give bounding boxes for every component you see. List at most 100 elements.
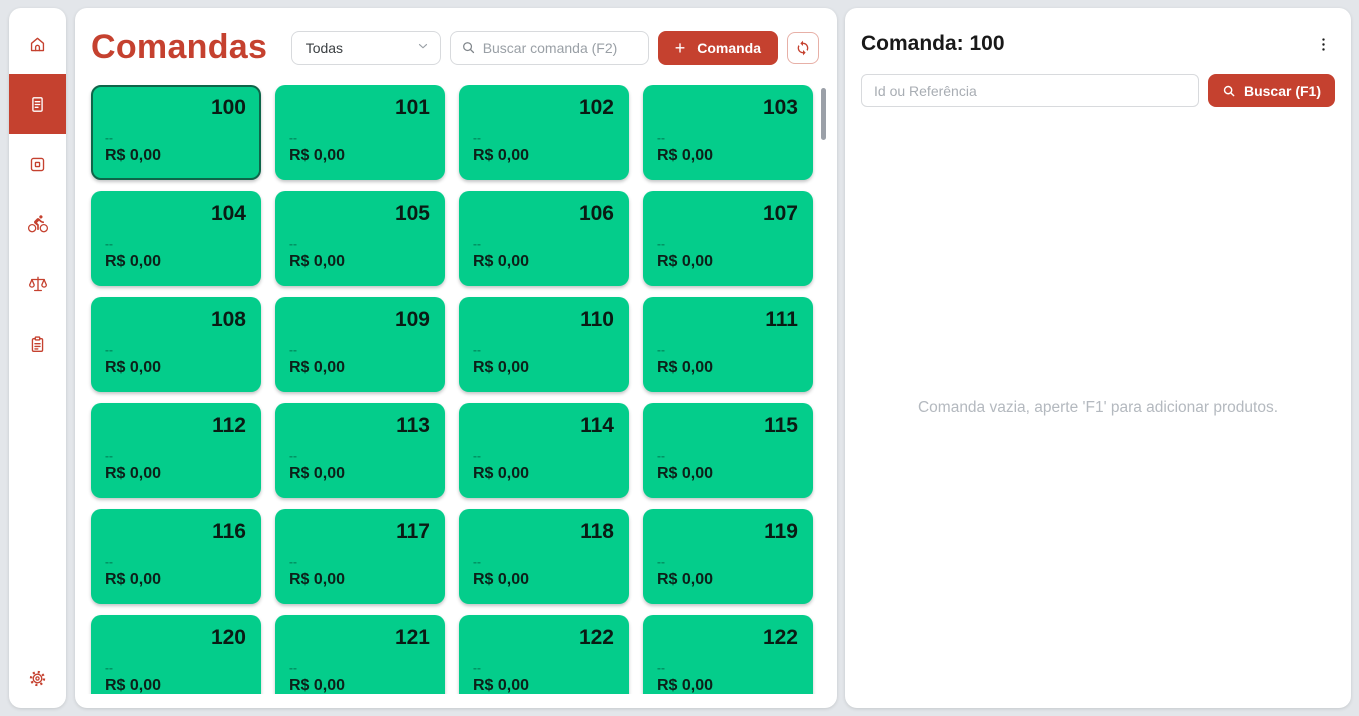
comanda-card-number: 101 <box>394 96 430 119</box>
product-search-input[interactable] <box>861 74 1199 107</box>
new-comanda-button[interactable]: + Comanda <box>657 30 778 65</box>
comanda-card[interactable]: 104 -- R$ 0,00 <box>91 191 261 286</box>
comanda-card[interactable]: 110 -- R$ 0,00 <box>459 297 629 392</box>
comanda-card[interactable]: 111 -- R$ 0,00 <box>643 297 813 392</box>
comanda-card-subtitle: -- <box>473 449 481 463</box>
comanda-card-subtitle: -- <box>289 131 297 145</box>
comanda-card-amount: R$ 0,00 <box>289 571 346 588</box>
comanda-card-subtitle: -- <box>473 555 481 569</box>
comanda-card[interactable]: 102 -- R$ 0,00 <box>459 85 629 180</box>
comanda-card-number: 112 <box>212 414 246 437</box>
comanda-card-number: 110 <box>580 308 614 331</box>
comanda-card-amount: R$ 0,00 <box>105 253 162 270</box>
comanda-card-amount: R$ 0,00 <box>289 465 346 482</box>
comanda-card-number: 108 <box>210 308 246 331</box>
refresh-button[interactable] <box>787 31 819 64</box>
home-icon <box>28 35 47 54</box>
comanda-card[interactable]: 116 -- R$ 0,00 <box>91 509 261 604</box>
comanda-search <box>449 30 649 65</box>
comanda-card[interactable]: 108 -- R$ 0,00 <box>91 297 261 392</box>
comandas-header: Comandas Todas + Comanda <box>75 8 837 85</box>
comanda-grid-viewport: 100 -- R$ 0,00 101 -- R$ 0,00 102 -- R$ … <box>75 85 837 694</box>
comanda-card-number: 122 <box>578 626 614 649</box>
comanda-card[interactable]: 122 -- R$ 0,00 <box>459 615 629 694</box>
comanda-card-subtitle: -- <box>105 343 113 357</box>
gear-icon <box>28 669 47 688</box>
comanda-card[interactable]: 120 -- R$ 0,00 <box>91 615 261 694</box>
comanda-card-amount: R$ 0,00 <box>105 677 162 694</box>
comanda-card-number: 120 <box>210 626 246 649</box>
comanda-card[interactable]: 119 -- R$ 0,00 <box>643 509 813 604</box>
filter-select-value: Todas <box>305 39 344 56</box>
filter-select[interactable]: Todas <box>290 30 441 65</box>
comanda-card-amount: R$ 0,00 <box>473 359 530 376</box>
comanda-card[interactable]: 105 -- R$ 0,00 <box>275 191 445 286</box>
comanda-card-subtitle: -- <box>105 131 113 145</box>
comanda-card[interactable]: 109 -- R$ 0,00 <box>275 297 445 392</box>
plus-icon: + <box>674 37 686 58</box>
comanda-card[interactable]: 117 -- R$ 0,00 <box>275 509 445 604</box>
sidebar-item-settings[interactable] <box>9 648 66 708</box>
clipboard-icon <box>28 335 47 354</box>
comanda-search-input[interactable] <box>482 39 638 56</box>
comanda-card[interactable]: 112 -- R$ 0,00 <box>91 403 261 498</box>
page-title: Comandas <box>91 28 268 66</box>
comanda-card-amount: R$ 0,00 <box>657 677 714 694</box>
sidebar-item-scale[interactable] <box>9 254 66 314</box>
comanda-card[interactable]: 121 -- R$ 0,00 <box>275 615 445 694</box>
comanda-card[interactable]: 122 -- R$ 0,00 <box>643 615 813 694</box>
comanda-card-subtitle: -- <box>473 131 481 145</box>
comanda-card-number: 121 <box>394 626 430 649</box>
comanda-card-number: 118 <box>580 520 614 543</box>
comanda-card-number: 100 <box>210 96 246 119</box>
comanda-card[interactable]: 107 -- R$ 0,00 <box>643 191 813 286</box>
comanda-card-subtitle: -- <box>657 555 665 569</box>
search-icon <box>461 40 476 55</box>
comanda-card-subtitle: -- <box>657 661 665 675</box>
comanda-card-subtitle: -- <box>289 449 297 463</box>
comanda-card[interactable]: 101 -- R$ 0,00 <box>275 85 445 180</box>
comanda-card-number: 103 <box>762 96 798 119</box>
empty-state-message: Comanda vazia, aperte 'F1' para adiciona… <box>917 398 1279 416</box>
comanda-card[interactable]: 114 -- R$ 0,00 <box>459 403 629 498</box>
comanda-card-subtitle: -- <box>105 237 113 251</box>
comanda-card-amount: R$ 0,00 <box>105 571 162 588</box>
scrollbar-thumb[interactable] <box>821 88 826 140</box>
comandas-panel: Comandas Todas + Comanda <box>75 8 837 708</box>
sidebar <box>9 8 66 708</box>
comanda-card-amount: R$ 0,00 <box>657 253 714 270</box>
comanda-card[interactable]: 115 -- R$ 0,00 <box>643 403 813 498</box>
comanda-card[interactable]: 113 -- R$ 0,00 <box>275 403 445 498</box>
sidebar-item-kiosk[interactable] <box>9 134 66 194</box>
sync-icon <box>795 40 811 56</box>
comanda-card-amount: R$ 0,00 <box>473 571 530 588</box>
kebab-menu-icon[interactable] <box>1309 30 1337 58</box>
comanda-card-subtitle: -- <box>657 237 665 251</box>
comanda-card-amount: R$ 0,00 <box>657 465 714 482</box>
new-comanda-label: Comanda <box>697 39 761 56</box>
comanda-card-amount: R$ 0,00 <box>473 253 530 270</box>
detail-title: Comanda: 100 <box>861 32 1005 55</box>
scale-icon <box>28 274 48 294</box>
comanda-card-amount: R$ 0,00 <box>657 359 714 376</box>
sidebar-item-comandas[interactable] <box>9 74 66 134</box>
comanda-card[interactable]: 100 -- R$ 0,00 <box>91 85 261 180</box>
comanda-card[interactable]: 106 -- R$ 0,00 <box>459 191 629 286</box>
bicycle-icon <box>27 214 48 234</box>
comanda-card-number: 116 <box>212 520 246 543</box>
comanda-card-subtitle: -- <box>289 661 297 675</box>
comanda-card-amount: R$ 0,00 <box>289 359 346 376</box>
buscar-button[interactable]: Buscar (F1) <box>1207 74 1335 107</box>
comanda-card-subtitle: -- <box>473 237 481 251</box>
comanda-card[interactable]: 118 -- R$ 0,00 <box>459 509 629 604</box>
comanda-card-subtitle: -- <box>105 661 113 675</box>
sidebar-item-home[interactable] <box>9 14 66 74</box>
comanda-card-subtitle: -- <box>657 343 665 357</box>
comanda-card[interactable]: 103 -- R$ 0,00 <box>643 85 813 180</box>
comanda-card-number: 119 <box>764 520 798 543</box>
sidebar-item-delivery[interactable] <box>9 194 66 254</box>
comanda-card-subtitle: -- <box>657 449 665 463</box>
sidebar-item-reports[interactable] <box>9 314 66 374</box>
comanda-card-amount: R$ 0,00 <box>473 147 530 164</box>
comanda-card-number: 105 <box>394 202 430 225</box>
